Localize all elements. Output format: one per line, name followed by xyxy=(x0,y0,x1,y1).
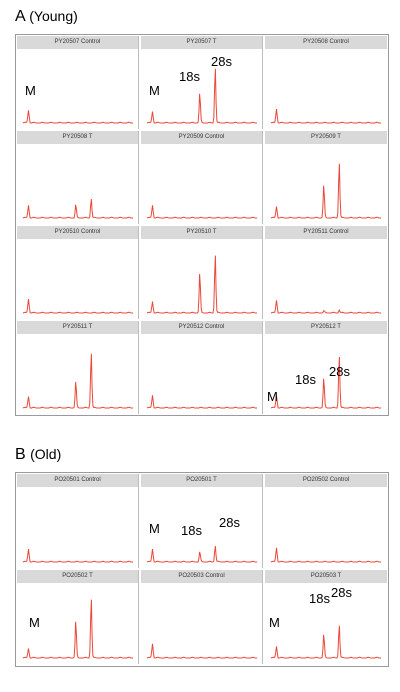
electropherogram-panel: PO20502 T M xyxy=(17,570,139,664)
trace-line xyxy=(270,625,381,659)
trace-line xyxy=(270,356,381,409)
panel-title: PY20508 T xyxy=(17,131,138,144)
section-b-letter: B xyxy=(15,446,26,463)
trace-line xyxy=(22,353,133,409)
trace-line xyxy=(146,255,257,314)
panel-title: PY20508 Control xyxy=(265,36,387,49)
electropherogram-plot xyxy=(22,353,133,409)
electropherogram-plot xyxy=(22,298,133,314)
trace-line xyxy=(270,108,381,124)
electropherogram-plot xyxy=(146,643,257,659)
electropherogram-plot xyxy=(270,356,381,409)
electropherogram-panel: PO20501 T M 18s 28s xyxy=(141,474,263,568)
electropherogram-panel: PO20501 Control xyxy=(17,474,139,568)
panel-title: PY20510 T xyxy=(141,226,262,239)
electropherogram-panel: PY20512 Control xyxy=(141,321,263,414)
electropherogram-panel: PY20511 Control xyxy=(265,226,387,319)
peak-label-18s: 18s xyxy=(295,372,316,387)
electropherogram-plot xyxy=(270,108,381,124)
section-a-label: (Young) xyxy=(29,8,78,24)
peak-label-m: M xyxy=(149,521,160,536)
electropherogram-panel: PY20508 T xyxy=(17,131,139,224)
trace-line xyxy=(22,298,133,314)
section-a-title: A (Young) xyxy=(15,8,78,26)
electropherogram-plot xyxy=(22,549,133,563)
peak-label-18s: 18s xyxy=(181,523,202,538)
panel-title: PY20509 Control xyxy=(141,131,262,144)
trace-line xyxy=(146,205,257,219)
electropherogram-plot xyxy=(146,395,257,409)
electropherogram-plot xyxy=(270,163,381,219)
electropherogram-plot xyxy=(270,300,381,314)
panel-title: PY20510 Control xyxy=(17,226,138,239)
electropherogram-panel: PO20503 T M 18s 28s xyxy=(265,570,387,664)
peak-label-28s: 28s xyxy=(329,364,350,379)
electropherogram-panel: PY20511 T xyxy=(17,321,139,414)
trace-line xyxy=(146,546,257,563)
panel-title: PO20502 Control xyxy=(265,474,387,487)
electropherogram-panel: PO20503 Control xyxy=(141,570,263,664)
panel-title: PO20501 T xyxy=(141,474,262,487)
section-a-letter: A xyxy=(15,8,25,25)
electropherogram-plot xyxy=(146,546,257,563)
peak-label-m: M xyxy=(269,615,280,630)
electropherogram-plot xyxy=(22,199,133,219)
trace-line xyxy=(22,549,133,563)
panel-title: PO20503 T xyxy=(265,570,387,583)
peak-label-28s: 28s xyxy=(211,54,232,69)
electropherogram-plot xyxy=(22,599,133,659)
trace-line xyxy=(22,199,133,219)
trace-line xyxy=(270,547,381,563)
electropherogram-panel: PY20509 T xyxy=(265,131,387,224)
trace-line xyxy=(146,68,257,124)
electropherogram-plot xyxy=(270,547,381,563)
panel-title: PY20507 Control xyxy=(17,36,138,49)
electropherogram-panel: PY20508 Control xyxy=(265,36,387,129)
peak-label-m: M xyxy=(29,615,40,630)
trace-line xyxy=(146,395,257,409)
panel-title: PY20509 T xyxy=(265,131,387,144)
panel-title: PY20512 T xyxy=(265,321,387,334)
section-b-title: B (Old) xyxy=(15,446,61,464)
electropherogram-plot xyxy=(146,68,257,124)
panel-title: PO20502 T xyxy=(17,570,138,583)
electropherogram-panel: PY20510 T xyxy=(141,226,263,319)
peak-label-28s: 28s xyxy=(331,585,352,600)
electropherogram-plot xyxy=(270,625,381,659)
electropherogram-panel: PY20512 T M 18s 28s xyxy=(265,321,387,414)
electropherogram-panel: PY20509 Control xyxy=(141,131,263,224)
electropherogram-panel: PY20507 T M 18s 28s xyxy=(141,36,263,129)
panel-title: PY20512 Control xyxy=(141,321,262,334)
electropherogram-panel: PY20507 Control M xyxy=(17,36,139,129)
trace-line xyxy=(146,643,257,659)
trace-line xyxy=(270,163,381,219)
trace-line xyxy=(22,110,133,124)
peak-label-18s: 18s xyxy=(309,591,330,606)
peak-label-m: M xyxy=(267,389,278,404)
panel-title: PY20511 Control xyxy=(265,226,387,239)
electropherogram-plot xyxy=(22,110,133,124)
peak-label-m: M xyxy=(25,83,36,98)
section-b-label: (Old) xyxy=(30,446,62,462)
section-b-frame xyxy=(15,472,389,667)
electropherogram-panel: PO20502 Control xyxy=(265,474,387,568)
peak-label-18s: 18s xyxy=(179,69,200,84)
panel-title: PO20501 Control xyxy=(17,474,138,487)
panel-title: PY20511 T xyxy=(17,321,138,334)
section-a-frame xyxy=(15,34,389,416)
electropherogram-plot xyxy=(146,205,257,219)
peak-label-m: M xyxy=(149,83,160,98)
panel-title: PO20503 Control xyxy=(141,570,262,583)
electropherogram-plot xyxy=(146,255,257,314)
trace-line xyxy=(22,599,133,659)
panel-title: PY20507 T xyxy=(141,36,262,49)
peak-label-28s: 28s xyxy=(219,515,240,530)
trace-line xyxy=(270,300,381,314)
electropherogram-panel: PY20510 Control xyxy=(17,226,139,319)
